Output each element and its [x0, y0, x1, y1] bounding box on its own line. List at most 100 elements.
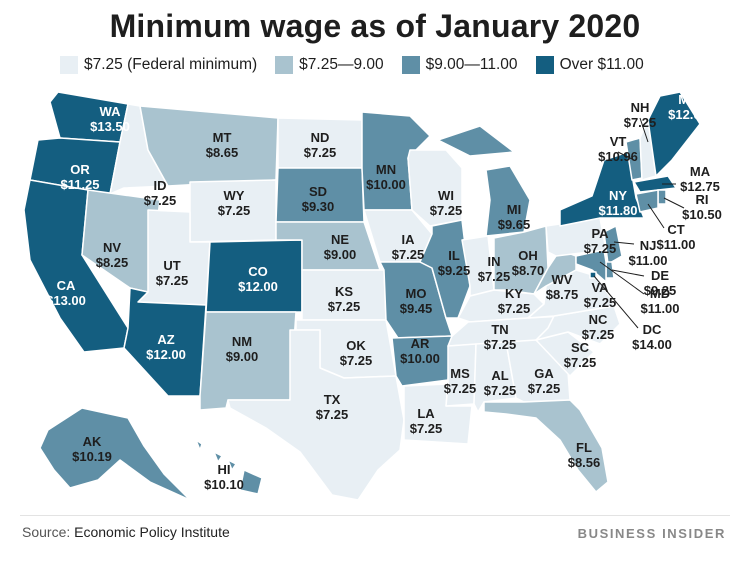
state-abbr: NJ [640, 238, 657, 253]
state-label-nc: NC $7.25 [582, 312, 615, 342]
state-wage: $13.00 [46, 293, 86, 308]
state-label-mt: MT $8.65 [206, 130, 239, 160]
state-label-oh: OH $8.70 [512, 248, 545, 278]
state-label-de: DE $9.25 [644, 268, 677, 298]
state-abbr: MA [690, 164, 711, 179]
state-abbr: AZ [157, 332, 174, 347]
state-label-ia: IA $7.25 [392, 232, 425, 262]
state-wage: $9.00 [324, 247, 357, 262]
state-abbr: OR [70, 162, 90, 177]
state-wage: $7.25 [584, 295, 617, 310]
state-label-wi: WI $7.25 [430, 188, 463, 218]
state-label-va: VA $7.25 [584, 280, 617, 310]
state-wage: $11.00 [640, 301, 679, 316]
state-abbr: WA [100, 104, 122, 119]
state-shape-ma [633, 175, 677, 193]
state-abbr: WV [552, 272, 573, 287]
state-wage: $8.65 [206, 145, 239, 160]
state-wage: $7.25 [328, 299, 361, 314]
state-shape-ri [657, 189, 667, 205]
legend-label: Over $11.00 [559, 56, 644, 73]
state-wage: $8.56 [568, 455, 601, 470]
state-abbr: CA [57, 278, 76, 293]
state-abbr: NH [631, 100, 650, 115]
state-label-ga: GA $7.25 [528, 366, 561, 396]
state-abbr: DC [643, 322, 662, 337]
source-note: Source: Economic Policy Institute [22, 524, 230, 540]
state-label-id: ID $7.25 [144, 178, 177, 208]
state-abbr: HI [218, 462, 231, 477]
legend-item-tier-1: $7.25—9.00 [275, 56, 384, 74]
legend-swatch [275, 56, 294, 74]
state-abbr: AL [491, 368, 508, 383]
state-wage: $9.25 [644, 283, 677, 298]
state-abbr: MD [650, 286, 670, 301]
state-abbr: MT [213, 130, 232, 145]
state-wage: $7.25 [430, 203, 463, 218]
state-label-ne: NE $9.00 [324, 232, 357, 262]
state-abbr: SD [309, 184, 327, 199]
state-abbr: TX [324, 392, 341, 407]
leader-line-ri [663, 197, 685, 209]
state-shape-me [647, 91, 701, 177]
state-abbr: IA [402, 232, 416, 247]
state-label-dc: DC $14.00 [632, 322, 672, 352]
state-wage: $7.25 [340, 353, 373, 368]
state-label-nh: NH $7.25 [624, 100, 657, 130]
state-wage: $7.25 [498, 301, 531, 316]
state-shape-nm [199, 311, 297, 411]
state-label-wv: WV $8.75 [546, 272, 579, 302]
legend-swatch [401, 56, 420, 74]
state-wage: $10.19 [72, 449, 112, 464]
state-wage: $11.80 [598, 203, 637, 218]
state-abbr: WI [438, 188, 454, 203]
state-abbr: NE [331, 232, 349, 247]
state-abbr: CT [667, 222, 684, 237]
leader-line-md [599, 261, 645, 295]
state-shape-ct [635, 189, 659, 213]
state-label-tn: TN $7.25 [484, 322, 517, 352]
state-abbr: RI [696, 192, 709, 207]
state-abbr: KS [335, 284, 353, 299]
state-wage: $10.10 [204, 477, 244, 492]
state-abbr: ID [154, 178, 167, 193]
state-label-nv: NV $8.25 [96, 240, 129, 270]
state-abbr: VA [591, 280, 609, 295]
state-abbr: ME [678, 92, 698, 107]
legend: $7.25 (Federal minimum) $7.25—9.00 $9.00… [60, 56, 700, 74]
state-label-wy: WY $7.25 [218, 188, 251, 218]
state-label-mn: MN $10.00 [366, 162, 406, 192]
state-abbr: MS [450, 366, 470, 381]
state-abbr: DE [651, 268, 669, 283]
state-label-nj: NJ $11.00 [628, 238, 667, 268]
state-shape-tx [227, 329, 405, 501]
state-label-ky: KY $7.25 [498, 286, 531, 316]
state-wage: $9.25 [438, 263, 471, 278]
state-abbr: NM [232, 334, 252, 349]
state-label-al: AL $7.25 [484, 368, 517, 398]
state-label-ny: NY $11.80 [598, 188, 637, 218]
state-abbr: ND [311, 130, 330, 145]
legend-swatch [60, 56, 78, 74]
state-shape-va [527, 269, 615, 319]
state-abbr: KY [505, 286, 523, 301]
state-shape-ms [445, 343, 477, 407]
state-label-ok: OK $7.25 [340, 338, 373, 368]
state-abbr: NC [589, 312, 608, 327]
state-wage: $9.45 [400, 301, 433, 316]
state-label-ut: UT $7.25 [156, 258, 189, 288]
state-wage: $7.25 [582, 327, 615, 342]
state-label-tx: TX $7.25 [316, 392, 349, 422]
source-name: Economic Policy Institute [74, 524, 230, 540]
state-label-nm: NM $9.00 [226, 334, 259, 364]
state-wage: $10.00 [400, 351, 440, 366]
state-wage: $7.25 [304, 145, 337, 160]
state-label-co: CO $12.00 [238, 264, 278, 294]
state-abbr: MN [376, 162, 396, 177]
state-wage: $12.75 [680, 179, 720, 194]
state-wage: $12.00 [668, 107, 708, 122]
state-wage: $7.25 [444, 381, 477, 396]
state-abbr: NV [103, 240, 121, 255]
